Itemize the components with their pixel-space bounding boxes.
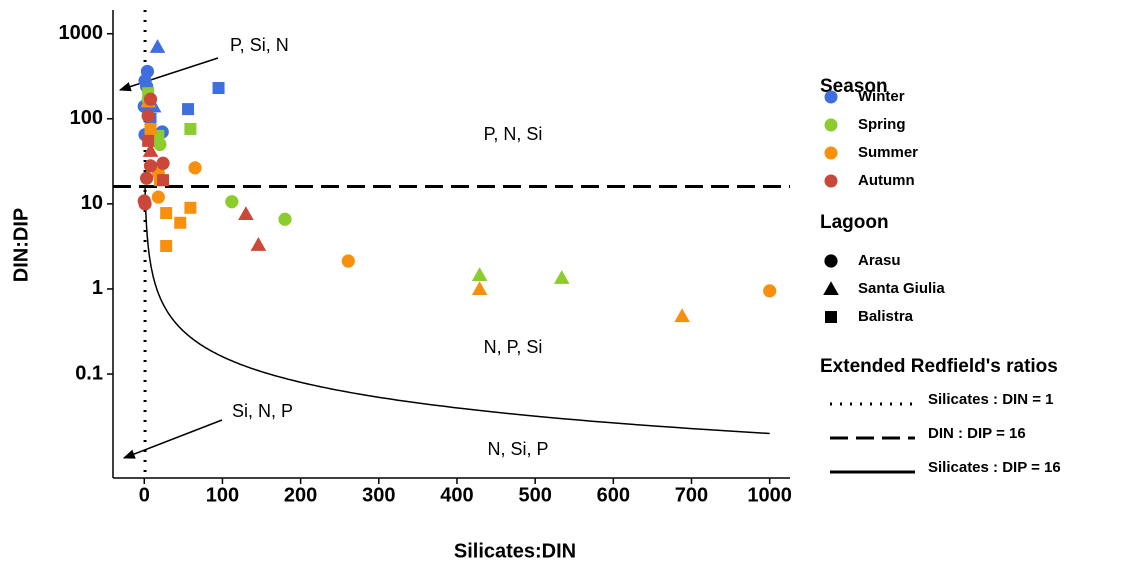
point bbox=[212, 82, 225, 95]
legend-label: Summer bbox=[858, 144, 918, 161]
legend-label: Silicates : DIN = 1 bbox=[928, 391, 1053, 408]
legend-label: DIN : DIP = 16 bbox=[928, 425, 1026, 442]
legend-title: Season bbox=[820, 76, 888, 97]
x-tick-label: 200 bbox=[284, 484, 317, 506]
y-tick-label: 1 bbox=[92, 277, 103, 299]
x-tick-label: 100 bbox=[206, 484, 239, 506]
point bbox=[140, 171, 154, 185]
x-tick-label: 1000 bbox=[747, 484, 792, 506]
point bbox=[341, 254, 355, 268]
y-axis-title: DIN:DIP bbox=[10, 208, 32, 282]
arrow bbox=[118, 57, 219, 92]
point bbox=[142, 143, 159, 157]
point bbox=[144, 122, 157, 135]
region-label: N, Si, P bbox=[487, 439, 548, 459]
point bbox=[138, 197, 152, 211]
x-tick-label: 300 bbox=[362, 484, 395, 506]
y-tick-label: 1000 bbox=[59, 22, 104, 44]
legend-swatch bbox=[824, 146, 838, 160]
point bbox=[238, 206, 254, 221]
legend-swatch bbox=[823, 281, 839, 295]
point bbox=[160, 239, 173, 252]
point bbox=[278, 212, 292, 226]
region-label: P, N, Si bbox=[484, 124, 543, 144]
point bbox=[157, 174, 170, 187]
point bbox=[143, 159, 158, 173]
legend-label: Winter bbox=[858, 88, 905, 105]
legend-title: Extended Redfield's ratios bbox=[820, 356, 1058, 377]
point bbox=[471, 281, 488, 295]
legend-swatch bbox=[824, 118, 838, 132]
point bbox=[151, 190, 165, 204]
legend-swatch bbox=[824, 254, 838, 268]
point bbox=[149, 39, 166, 53]
legend-label: Spring bbox=[858, 116, 906, 133]
region-label: N, P, Si bbox=[484, 337, 543, 357]
point bbox=[160, 207, 173, 220]
x-tick-label: 0 bbox=[139, 484, 150, 506]
x-tick-label: 400 bbox=[440, 484, 473, 506]
legend-swatch bbox=[824, 174, 838, 188]
arrow bbox=[122, 419, 223, 459]
y-tick-label: 0.1 bbox=[75, 362, 103, 384]
point bbox=[471, 267, 488, 281]
point bbox=[674, 308, 690, 323]
point bbox=[763, 284, 777, 298]
point bbox=[141, 109, 155, 123]
legend-label: Silicates : DIP = 16 bbox=[928, 459, 1061, 476]
point bbox=[553, 270, 570, 284]
point bbox=[174, 216, 187, 229]
legend-label: Arasu bbox=[858, 252, 901, 269]
point bbox=[156, 156, 170, 170]
point bbox=[184, 201, 197, 214]
region-label: Si, N, P bbox=[232, 401, 293, 421]
legend-swatch bbox=[825, 311, 837, 323]
point bbox=[142, 134, 155, 147]
y-tick-label: 10 bbox=[81, 192, 103, 214]
legend-swatch bbox=[824, 90, 838, 104]
point bbox=[143, 92, 158, 106]
point bbox=[182, 103, 195, 116]
legend-label: Santa Giulia bbox=[858, 280, 945, 297]
reference-curve bbox=[144, 186, 770, 435]
x-tick-label: 500 bbox=[518, 484, 551, 506]
legend-label: Balistra bbox=[858, 308, 914, 325]
x-tick-label: 600 bbox=[597, 484, 630, 506]
region-label: P, Si, N bbox=[230, 35, 289, 55]
legend-title: Lagoon bbox=[820, 212, 889, 233]
y-tick-label: 100 bbox=[70, 107, 103, 129]
point bbox=[184, 122, 197, 135]
legend-label: Autumn bbox=[858, 172, 915, 189]
point bbox=[188, 161, 202, 175]
x-axis-title: Silicates:DIN bbox=[454, 540, 576, 562]
point bbox=[225, 195, 239, 209]
x-tick-label: 700 bbox=[675, 484, 708, 506]
point bbox=[250, 237, 267, 251]
